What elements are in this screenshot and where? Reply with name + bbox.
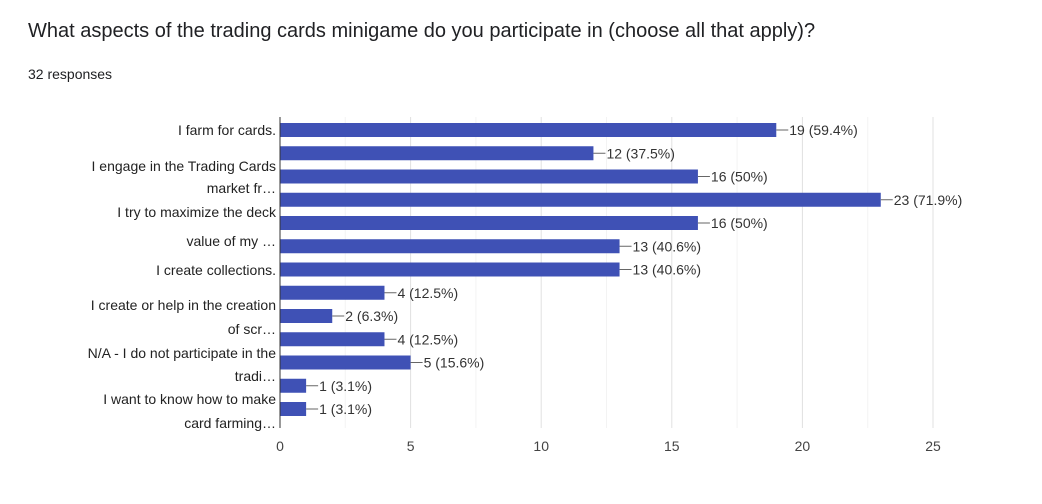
x-tick-label: 0 [276, 438, 284, 454]
bar [280, 146, 594, 161]
response-count: 32 responses [28, 66, 113, 82]
data-label: 1 (3.1%) [319, 378, 372, 394]
bar [280, 239, 620, 254]
data-label: 4 (12.5%) [397, 285, 458, 301]
data-label: 1 (3.1%) [319, 401, 372, 417]
data-label: 23 (71.9%) [894, 192, 962, 208]
x-tick-label: 25 [925, 438, 941, 454]
data-label: 19 (59.4%) [789, 122, 857, 138]
bar [280, 169, 698, 184]
bar [280, 123, 777, 137]
data-label: 2 (6.3%) [345, 308, 398, 324]
category-label: I create or help in the creation of scr… [91, 297, 276, 337]
bar [280, 262, 620, 277]
category-label: I farm for cards. [178, 122, 276, 138]
category-label: I create collections. [156, 262, 276, 278]
data-label: 16 (50%) [711, 215, 768, 231]
x-tick-label: 5 [407, 438, 415, 454]
question-title: What aspects of the trading cards miniga… [28, 20, 816, 42]
bar [280, 309, 333, 323]
data-label: 12 (37.5%) [606, 145, 674, 161]
data-label: 13 (40.6%) [633, 238, 701, 254]
data-label: 5 (15.6%) [424, 355, 485, 371]
category-label: N/A - I do not participate in the tradi… [88, 345, 277, 384]
bar [280, 192, 881, 207]
bar [280, 402, 307, 416]
data-label: 16 (50%) [711, 169, 768, 185]
bar [280, 355, 411, 370]
bar [280, 285, 385, 300]
x-tick-label: 15 [664, 438, 680, 454]
data-label: 13 (40.6%) [633, 262, 701, 278]
x-tick-label: 20 [795, 438, 811, 454]
category-label: I try to maximize the deck value of my … [117, 204, 277, 249]
bar [280, 216, 698, 230]
bar [280, 378, 307, 393]
x-tick-label: 10 [533, 438, 549, 454]
data-label: 4 (12.5%) [397, 331, 458, 347]
category-label: I want to know how to make card farming… [103, 391, 276, 431]
bar [280, 332, 385, 347]
category-label: I engage in the Trading Cards market fr… [92, 158, 276, 196]
